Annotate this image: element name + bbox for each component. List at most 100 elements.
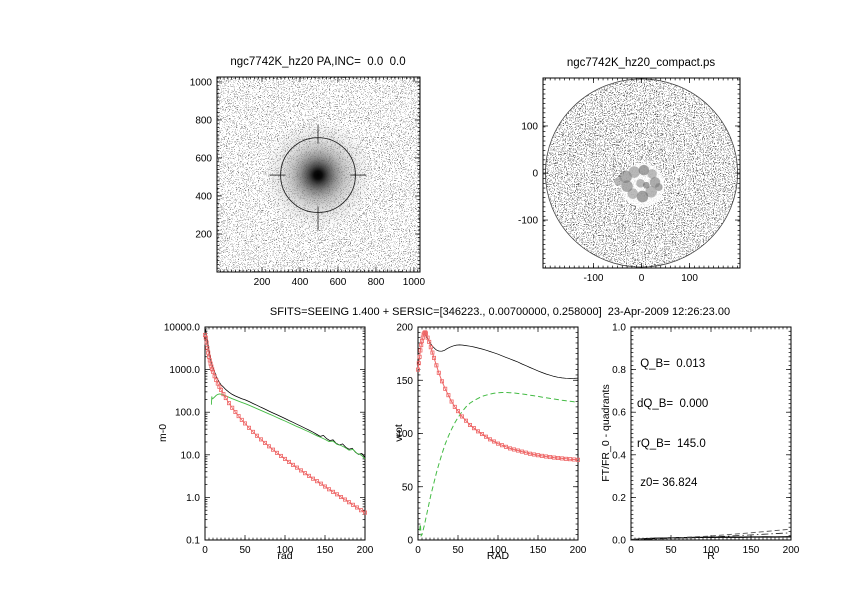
x-tick-label: 0 <box>202 545 208 556</box>
y-tick-label: 100.0 <box>175 408 200 419</box>
noise-dot <box>580 123 582 126</box>
x-tick-label: 0 <box>628 545 634 556</box>
noise-dot <box>618 175 621 177</box>
square-marker <box>560 456 565 461</box>
noise-dot <box>562 133 564 135</box>
x-tick-label: 150 <box>530 545 547 556</box>
axis-box <box>417 326 579 541</box>
y-tick-label: 100 <box>521 121 538 132</box>
xlabel-R: R <box>707 550 715 562</box>
square-marker <box>270 447 275 452</box>
series-sersic-fit <box>210 393 366 460</box>
square-marker <box>203 335 208 340</box>
y-tick-label: 1.0 <box>612 323 626 334</box>
square-marker <box>282 456 287 461</box>
noise-dot <box>605 89 608 91</box>
square-marker <box>507 446 512 451</box>
square-marker <box>417 354 422 359</box>
square-marker <box>430 350 435 355</box>
square-marker <box>266 444 271 449</box>
noise-dot <box>690 209 692 211</box>
square-marker <box>425 335 430 340</box>
square-marker <box>455 409 460 414</box>
square-marker <box>254 433 259 438</box>
square-marker <box>536 453 541 458</box>
square-marker <box>262 440 267 445</box>
noise-dot <box>658 218 661 220</box>
square-marker <box>250 429 255 434</box>
square-marker <box>236 414 241 419</box>
square-marker <box>330 489 335 494</box>
noise-dot <box>709 116 712 118</box>
x-tick-label: 150 <box>317 545 334 556</box>
noise-dot <box>591 153 594 155</box>
square-marker <box>427 339 432 344</box>
y-tick-label: 100 <box>396 429 413 440</box>
fit-summary-title: SFITS=SEEING 1.400 + SERSIC=[346223., 0.… <box>269 306 731 318</box>
noise-dot <box>723 190 725 193</box>
noise-dot <box>689 153 691 155</box>
x-tick-label: 200 <box>783 545 800 556</box>
x-tick-label: 200 <box>570 545 587 556</box>
square-marker <box>233 410 238 415</box>
square-marker <box>418 348 423 353</box>
square-marker <box>428 345 433 350</box>
square-marker <box>206 350 211 355</box>
noise-dot <box>641 224 644 227</box>
x-tick-label: 100 <box>277 545 294 556</box>
noise-dot <box>644 101 646 104</box>
y-tick-label: 1000 <box>190 77 213 88</box>
param-rqb: rQ_B= 145.0 <box>637 437 706 450</box>
noise-dot <box>677 121 679 124</box>
series-quadrant-dashed <box>630 528 792 541</box>
residual-blob <box>636 190 649 203</box>
square-marker <box>205 346 210 351</box>
square-marker <box>576 457 581 462</box>
square-marker <box>516 448 521 453</box>
ylabel-quadrants: FT/FR_0 - quadrants <box>600 384 612 482</box>
square-marker <box>463 418 468 423</box>
square-marker <box>223 396 228 401</box>
noise-dot <box>722 162 724 164</box>
y-tick-label: 600 <box>195 153 212 164</box>
noise-dot <box>677 193 680 195</box>
x-tick-label: 0 <box>639 273 645 284</box>
fit-parameters: Q_B= 0.013 dQ_B= 0.000 rQ_B= 145.0 z0= 3… <box>637 332 708 517</box>
square-marker <box>548 455 553 460</box>
square-marker <box>274 450 279 455</box>
noise-dot <box>621 204 623 207</box>
y-tick-label: 10.0 <box>181 450 201 461</box>
square-marker <box>552 455 557 460</box>
residual-blob <box>647 169 657 179</box>
rotation-curve-panel: 0 50 100 150 200 0 50 100 150 200 <box>396 323 586 557</box>
square-marker <box>528 451 533 456</box>
square-marker <box>446 393 451 398</box>
square-marker <box>294 465 299 470</box>
noise-dot <box>711 136 714 139</box>
series-observed-profile <box>204 327 366 458</box>
square-marker <box>286 459 291 464</box>
square-marker <box>338 495 343 500</box>
square-marker <box>218 387 223 392</box>
square-marker <box>298 468 303 473</box>
x-tick-label: 50 <box>452 545 464 556</box>
residual-blob <box>614 177 623 186</box>
square-marker <box>419 343 424 348</box>
square-marker <box>221 392 226 397</box>
noise-dot <box>599 135 602 137</box>
noise-dot <box>600 104 602 106</box>
square-marker <box>204 340 209 345</box>
square-marker <box>290 462 295 467</box>
surface-brightness-panel: 0 50 100 150 200 10000.0 1000.0 100.0 10.0 1.0 0.1 <box>164 323 374 557</box>
x-tick-label: 200 <box>357 545 374 556</box>
square-marker <box>326 487 331 492</box>
noise-dot <box>671 206 673 209</box>
x-tick-label: 100 <box>703 545 720 556</box>
y-tick-label: 0 <box>407 536 413 547</box>
square-marker <box>479 432 484 437</box>
square-marker <box>564 456 569 461</box>
square-marker <box>226 401 231 406</box>
noise-dot <box>684 98 687 101</box>
